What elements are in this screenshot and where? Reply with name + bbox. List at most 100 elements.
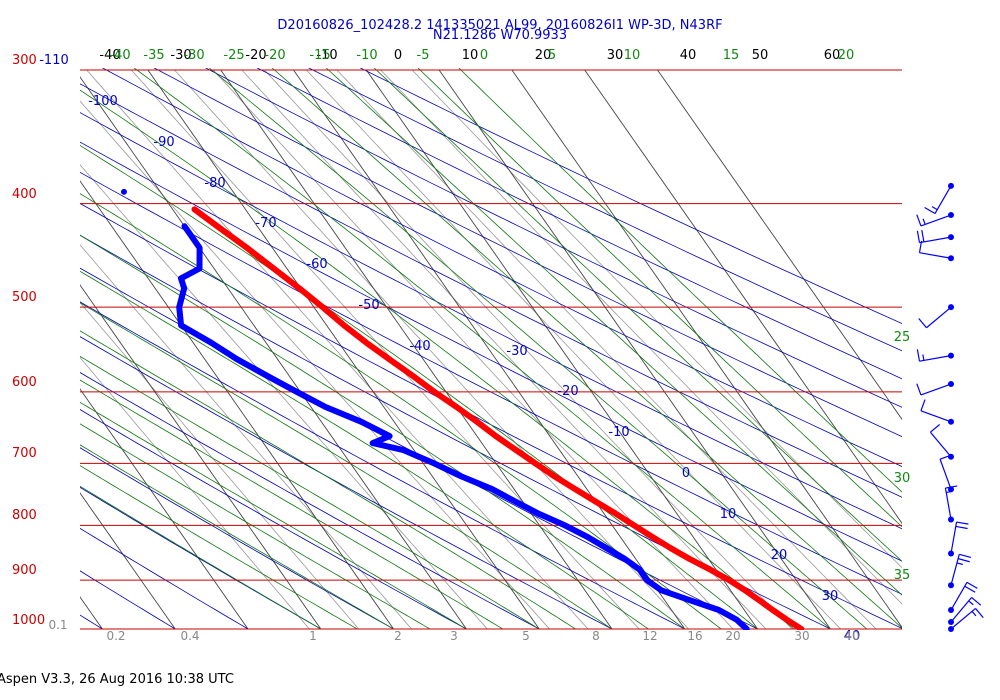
dry-adiabat-line [359,68,902,325]
wind-barb-flag [924,207,936,215]
dry-adiabat-line [80,112,902,530]
mixing-ratio-label: 16 [687,629,702,643]
pressure-tick-label: 300 [12,53,37,68]
pressure-tick-label: 900 [12,563,37,578]
moist-adiabat-label: -20 [264,48,285,63]
temperature-tick-label: 40 [680,48,697,63]
isotherm-line [147,69,540,630]
wind-barb-flag [959,553,972,558]
wind-barb [916,381,954,396]
wind-barb [948,607,984,632]
wind-barb-staff [919,252,952,259]
moist-adiabat-line [80,144,758,630]
mixing-ratio-label: 5 [522,629,530,643]
temperature-tick-label: -20 [245,48,266,63]
moist-adiabat-label: -25 [223,48,244,63]
mixing-ratio-line [80,164,488,630]
dry-adiabat-label: -100 [88,94,118,109]
wind-barb [918,304,954,329]
dry-adiabat-label: -20 [557,384,578,399]
wind-barb-flag [956,521,969,525]
wind-barb-flag [971,610,977,617]
wind-barb-staff [950,607,976,630]
wind-barb-flag [918,240,923,253]
wind-barb-flag [964,585,976,593]
dry-adiabat-line [80,171,902,595]
dry-adiabat-line [101,68,902,467]
wind-barb-staff [920,383,952,396]
sounding-profiles [120,188,805,630]
moist-adiabat-line [80,379,504,630]
moist-adiabat-line [80,444,394,630]
moist-adiabat-line [373,68,902,562]
mixing-ratio-line [306,69,841,630]
wind-barb [916,349,954,362]
wind-barb-staff [926,306,952,329]
wind-barb-staff [939,458,952,490]
wind-barb-flag [957,558,970,563]
mixing-ratio-label: 20 [725,629,740,643]
moist-adiabat-label: -5 [417,48,430,63]
isotherm-line [365,69,758,630]
dry-adiabat-label: 20 [771,548,788,563]
moist-adiabat-line [80,89,795,630]
temperature-tick-label: 30 [607,48,624,63]
isotherm-line [0,70,30,629]
wind-barb-staff [950,554,960,586]
moist-adiabat-line [80,401,467,630]
moist-adiabat-label: 5 [548,48,556,63]
wind-barb-staff [950,582,968,611]
mixing-ratio-line [131,69,640,630]
moist-adiabat-line [80,270,649,630]
moist-adiabat-label: 35 [894,568,911,583]
moist-adiabat-line [80,302,613,630]
wind-barb-flag [939,454,952,460]
wind-barb [920,399,954,425]
isotherm-line [293,69,686,630]
mixing-ratio-label: 8 [592,629,600,643]
isotherm-line [80,76,467,630]
wind-barb-flag [966,581,978,589]
moist-adiabat-line [271,68,902,629]
moist-adiabat-line [80,485,321,630]
dry-adiabat-line [80,447,394,630]
wind-barb [916,212,954,227]
wind-barb-flag [918,318,927,329]
dry-adiabat-label: -40 [409,339,430,354]
wind-barb-flag [920,399,926,412]
moist-adiabat-label: -30 [183,48,204,63]
wind-barb-flag [916,214,922,227]
moist-adiabat-label: -10 [356,48,377,63]
dry-adiabat-label: 10 [720,507,737,522]
mixing-ratio-label: 0.1 [48,618,67,632]
moist-adiabat-line [80,355,540,630]
isotherm-line [80,388,249,630]
wind-barb [948,597,982,625]
moist-adiabat-label: 30 [894,471,911,486]
isotherm-line [80,284,322,630]
dry-adiabat-line [80,614,103,630]
wind-barb-staff [920,410,952,423]
mixing-ratio-line [241,69,767,630]
wind-barb-staff [950,597,973,623]
wind-barb-staff [919,236,952,244]
dry-adiabat-line [308,68,902,352]
wind-barb [916,230,954,244]
wind-barb-staff [944,487,952,520]
moist-adiabat-line [133,68,831,630]
wind-barb [948,553,972,589]
wind-barb-staff [919,355,952,362]
moist-adiabat-label: 10 [624,48,641,63]
moist-adiabat-label: 20 [838,48,855,63]
chart-subtitle: N21.1286 W70.9933 [433,28,567,43]
wind-barb-staff [929,431,952,458]
mixing-ratio-line [80,301,360,630]
moist-adiabat-line [80,465,358,630]
wind-barb [924,182,954,215]
wind-barb [929,424,954,460]
isotherm-line [220,69,613,630]
isotherm-line [511,69,902,629]
wind-barb-flag [922,218,926,225]
